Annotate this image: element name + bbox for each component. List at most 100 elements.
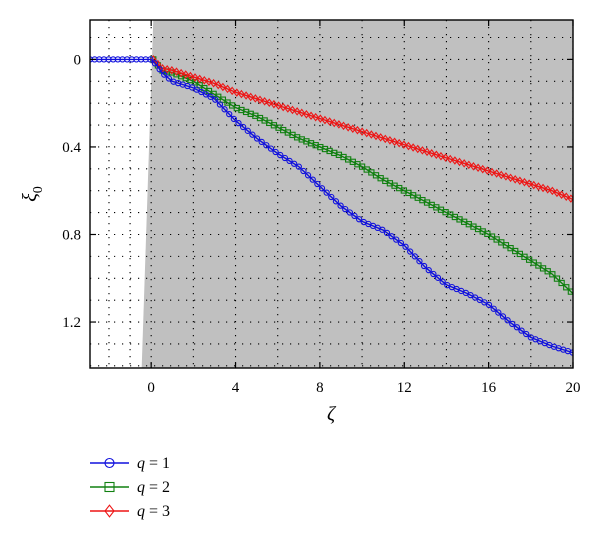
data-point (238, 106, 245, 114)
data-point (286, 157, 293, 165)
data-point (119, 56, 126, 63)
data-point (442, 153, 449, 162)
data-point (474, 163, 482, 173)
legend-label-var: q (137, 479, 145, 496)
data-point (335, 120, 343, 129)
svg-text:ξ0: ξ0 (19, 186, 46, 202)
data-point (391, 137, 398, 147)
data-point (439, 278, 446, 285)
data-point (467, 291, 474, 299)
x-axis-label: ζ (327, 403, 337, 425)
data-point (386, 136, 394, 145)
data-point (228, 86, 236, 96)
data-point (177, 68, 185, 78)
data-point (307, 111, 315, 121)
data-point (298, 108, 306, 118)
data-point (397, 239, 405, 247)
data-point (430, 270, 437, 278)
data-point (182, 70, 190, 79)
data-point (326, 117, 333, 126)
data-point (425, 266, 432, 274)
data-point (191, 73, 199, 82)
data-point (256, 95, 264, 105)
data-point (381, 134, 389, 144)
data-point (553, 188, 561, 198)
data-point (277, 151, 284, 159)
data-point (249, 131, 256, 138)
data-point (509, 320, 516, 328)
data-point (265, 98, 273, 108)
data-point (340, 121, 347, 131)
data-point (405, 141, 412, 151)
data-point (493, 169, 500, 178)
data-point (309, 176, 316, 183)
data-point (530, 180, 538, 190)
legend-label-var: q (137, 455, 145, 472)
data-point (156, 66, 163, 73)
legend-label: q = 1 (137, 455, 170, 472)
x-tick-label: 4 (232, 380, 240, 396)
data-point (289, 105, 296, 115)
data-point (328, 193, 335, 201)
data-point (300, 167, 307, 175)
data-point (312, 142, 319, 149)
data-point (242, 91, 250, 100)
data-point (128, 56, 135, 63)
data-point (349, 124, 357, 134)
legend-marker (104, 457, 115, 469)
data-point (202, 91, 210, 98)
data-point (423, 147, 431, 157)
plot-frame (89, 19, 574, 369)
data-point (105, 56, 112, 63)
legend: q = 1q = 2q = 3 (90, 455, 170, 520)
data-point (400, 140, 408, 149)
data-point (539, 183, 547, 193)
data-point (402, 243, 409, 250)
data-point (562, 192, 570, 201)
data-point (263, 142, 270, 149)
data-point (490, 305, 497, 312)
data-point (411, 253, 418, 260)
data-point (114, 56, 121, 63)
data-point (523, 330, 530, 338)
x-tick-label: 0 (147, 380, 155, 396)
data-point (238, 89, 245, 99)
data-point (377, 133, 384, 142)
data-point (414, 144, 422, 154)
data-point (272, 148, 279, 156)
data-point (284, 104, 292, 113)
data-point (100, 56, 108, 63)
data-point (420, 262, 428, 270)
data-point (451, 156, 459, 165)
data-point (346, 209, 353, 216)
data-point (470, 162, 477, 171)
data-point (342, 205, 349, 213)
data-point (137, 56, 145, 63)
data-point (428, 149, 435, 158)
data-point (303, 110, 310, 119)
data-point (354, 125, 361, 135)
data-point (133, 56, 140, 63)
x-tick-label: 8 (316, 380, 324, 396)
data-point (497, 170, 505, 180)
data-point (504, 317, 511, 324)
y-tick-label: 1.2 (62, 315, 81, 331)
data-point (317, 143, 324, 151)
data-point (193, 86, 200, 93)
data-point (344, 123, 352, 132)
data-point (317, 114, 324, 123)
data-point (419, 146, 426, 155)
data-point (499, 313, 507, 320)
data-point (187, 71, 194, 81)
data-point (96, 56, 103, 63)
data-point (161, 71, 168, 78)
data-point (416, 258, 423, 265)
data-point (221, 106, 228, 113)
data-point (198, 88, 205, 96)
data-point (481, 299, 488, 306)
data-point (351, 212, 358, 219)
data-point (298, 136, 305, 143)
data-point (205, 77, 213, 87)
data-point (518, 327, 525, 334)
data-point (337, 202, 344, 209)
